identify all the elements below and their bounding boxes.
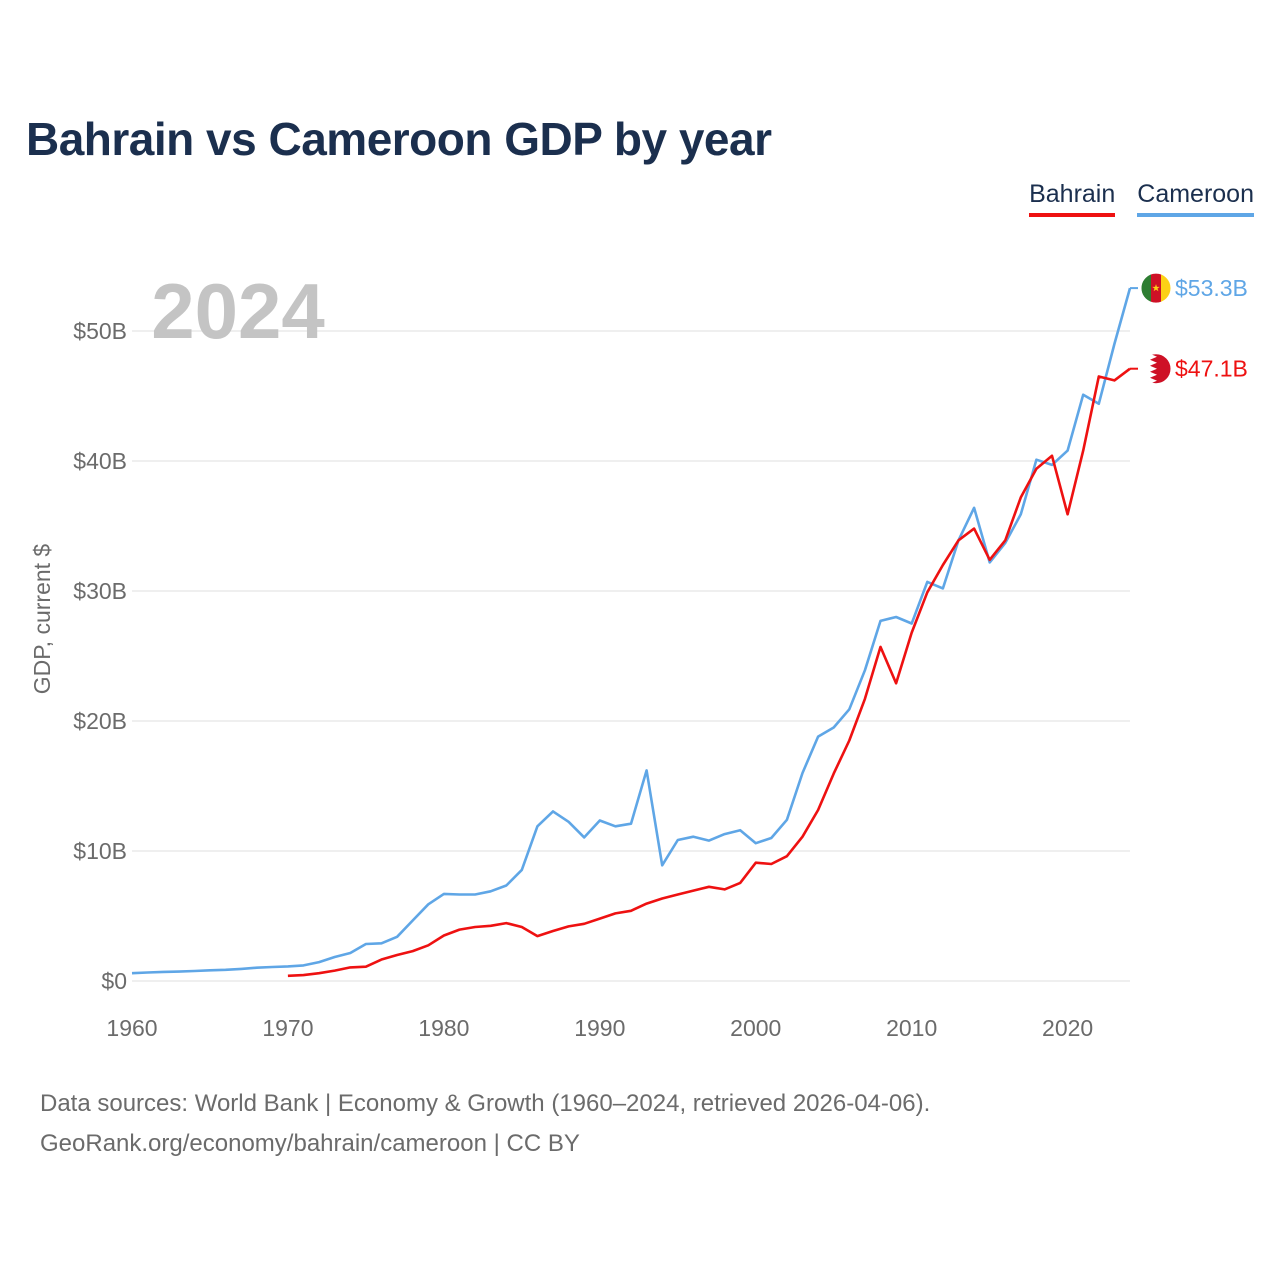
sources-line-2[interactable]: GeoRank.org/economy/bahrain/cameroon | C… bbox=[40, 1130, 580, 1157]
end-labels: $53.3B $47.1B bbox=[1130, 272, 1248, 385]
y-tick-label: $10B bbox=[73, 838, 127, 864]
year-watermark: 2024 bbox=[151, 267, 325, 355]
data-sources: Data sources: World Bank | Economy & Gro… bbox=[40, 1084, 930, 1164]
x-tick-label: 1960 bbox=[106, 1015, 157, 1041]
legend-item-cameroon[interactable]: Cameroon bbox=[1137, 180, 1254, 217]
y-axis-ticks: $0 $10B $20B $30B $40B $50B bbox=[73, 318, 127, 994]
x-axis-ticks: 1960 1970 1980 1990 2000 2010 2020 bbox=[106, 1015, 1093, 1041]
y-axis-label: GDP, current $ bbox=[29, 544, 55, 695]
x-tick-label: 2020 bbox=[1042, 1015, 1093, 1041]
bahrain-flag-icon bbox=[1140, 353, 1172, 385]
y-tick-label: $0 bbox=[101, 968, 127, 994]
series-group bbox=[131, 287, 1132, 978]
series-line-bahrain[interactable] bbox=[287, 367, 1131, 978]
x-tick-label: 1980 bbox=[418, 1015, 469, 1041]
y-tick-label: $40B bbox=[73, 448, 127, 474]
legend: Bahrain Cameroon bbox=[1029, 180, 1254, 217]
grid-lines bbox=[132, 330, 1130, 982]
x-tick-label: 2010 bbox=[886, 1015, 937, 1041]
y-tick-label: $20B bbox=[73, 708, 127, 734]
y-tick-label: $30B bbox=[73, 578, 127, 604]
x-tick-label: 1970 bbox=[262, 1015, 313, 1041]
series-line-cameroon[interactable] bbox=[131, 287, 1132, 975]
x-tick-label: 1990 bbox=[574, 1015, 625, 1041]
end-value-label-cameroon: $53.3B bbox=[1175, 275, 1248, 301]
y-tick-label: $50B bbox=[73, 318, 127, 344]
legend-item-bahrain[interactable]: Bahrain bbox=[1029, 180, 1116, 217]
cameroon-flag-icon bbox=[1140, 272, 1172, 304]
end-value-label-bahrain: $47.1B bbox=[1175, 356, 1248, 382]
line-chart: $0 $10B $20B $30B $40B $50B 1960 1970 1980 1990 2… bbox=[29, 267, 1248, 1041]
chart-title: Bahrain vs Cameroon GDP by year bbox=[26, 113, 772, 165]
sources-line-1: Data sources: World Bank | Economy & Gro… bbox=[40, 1090, 931, 1117]
x-tick-label: 2000 bbox=[730, 1015, 781, 1041]
